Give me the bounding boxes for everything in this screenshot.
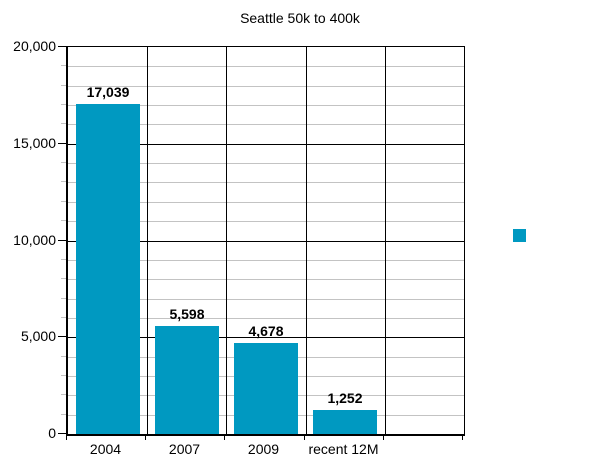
y-axis-minor-tick: [61, 104, 66, 106]
y-axis-tick: [58, 433, 66, 434]
x-category-label: 2007: [168, 441, 201, 457]
y-axis-label: 20,000: [13, 38, 56, 54]
bar: [155, 326, 219, 434]
chart-title: Seattle 50k to 400k: [240, 10, 360, 26]
minor-gridline: [68, 105, 464, 107]
y-axis-minor-tick: [61, 220, 66, 222]
y-axis-minor-tick: [61, 258, 66, 260]
minor-gridline: [68, 85, 464, 87]
x-category-label: recent 12M: [308, 441, 379, 457]
y-axis-minor-tick: [61, 200, 66, 202]
minor-gridline: [68, 221, 464, 223]
major-gridline: [68, 337, 464, 339]
y-axis-minor-tick: [61, 394, 66, 396]
column-separator: [385, 47, 386, 434]
x-axis-tick: [304, 435, 305, 440]
y-axis-minor-tick: [61, 123, 66, 125]
bar-value-label: 4,678: [248, 323, 284, 339]
minor-gridline: [68, 163, 464, 165]
y-axis-minor-tick: [61, 374, 66, 376]
minor-gridline: [68, 201, 464, 203]
bar: [234, 343, 298, 434]
y-axis-minor-tick: [61, 65, 66, 67]
y-axis-minor-tick: [61, 413, 66, 415]
x-category-label: 2004: [89, 441, 122, 457]
x-axis-tick: [66, 435, 67, 440]
legend-swatch: [513, 229, 526, 242]
y-axis-label: 10,000: [13, 231, 56, 248]
bar-value-label: 5,598: [169, 306, 205, 322]
y-axis-label: 5,000: [20, 328, 56, 345]
x-axis-tick: [462, 435, 463, 440]
bar-value-label: 17,039: [86, 84, 130, 100]
column-separator: [306, 47, 307, 434]
y-axis-tick: [58, 239, 66, 241]
x-axis-tick: [224, 435, 225, 440]
y-axis-label: 0: [48, 425, 56, 441]
y-axis-minor-tick: [61, 297, 66, 299]
plot-area: 17,039 5,598 4,678 1,252: [66, 46, 465, 436]
y-axis-minor-tick: [61, 278, 66, 280]
x-axis-tick: [383, 435, 384, 440]
minor-gridline: [68, 124, 464, 126]
y-axis-minor-tick: [61, 355, 66, 357]
y-axis-minor-tick: [61, 162, 66, 164]
y-axis-minor-tick: [61, 181, 66, 183]
column-separator: [226, 47, 227, 434]
minor-gridline: [68, 298, 464, 300]
bar: [76, 104, 140, 434]
minor-gridline: [68, 317, 464, 319]
minor-gridline: [68, 279, 464, 281]
minor-gridline: [68, 66, 464, 68]
major-gridline: [68, 240, 464, 242]
minor-gridline: [68, 182, 464, 184]
x-category-label: 2009: [247, 441, 280, 457]
y-axis-tick: [58, 336, 66, 338]
y-axis-minor-tick: [61, 316, 66, 318]
y-axis-tick: [58, 142, 66, 144]
y-axis-label: 15,000: [13, 134, 56, 151]
minor-gridline: [68, 259, 464, 261]
bar: [313, 410, 377, 434]
x-axis-tick: [145, 435, 146, 440]
bar-value-label: 1,252: [327, 390, 363, 406]
y-axis-minor-tick: [61, 84, 66, 86]
column-separator: [147, 47, 148, 434]
major-gridline: [68, 143, 464, 145]
y-axis-tick: [58, 46, 66, 47]
